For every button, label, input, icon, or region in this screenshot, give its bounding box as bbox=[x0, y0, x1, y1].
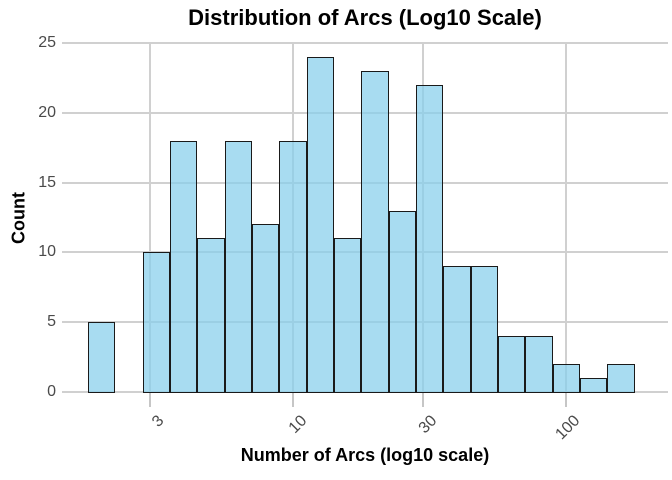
x-tick-mark bbox=[291, 393, 294, 407]
histogram-bar bbox=[279, 140, 307, 394]
histogram-bar bbox=[197, 238, 225, 394]
histogram-bar bbox=[607, 364, 635, 394]
x-tick-mark bbox=[422, 393, 425, 407]
histogram-bar bbox=[525, 336, 553, 394]
y-axis-title: Count bbox=[8, 192, 29, 244]
y-tick-label: 20 bbox=[38, 103, 56, 121]
y-tick-label: 15 bbox=[38, 173, 56, 191]
histogram-bar bbox=[552, 364, 580, 394]
y-tick-label: 0 bbox=[47, 383, 56, 400]
chart-title: Distribution of Arcs (Log10 Scale) bbox=[188, 5, 542, 30]
histogram-bar bbox=[224, 140, 252, 394]
histogram-bar bbox=[333, 238, 362, 394]
x-tick-mark bbox=[565, 393, 568, 407]
v-gridline bbox=[149, 43, 151, 392]
histogram-bar bbox=[87, 322, 116, 394]
y-tick-label: 10 bbox=[38, 243, 56, 261]
histogram-bar bbox=[361, 70, 389, 394]
histogram-bar bbox=[443, 266, 471, 394]
histogram-bar bbox=[470, 266, 498, 394]
histogram-bar bbox=[388, 210, 416, 394]
x-axis-title: Number of Arcs (log10 scale) bbox=[240, 445, 490, 465]
y-tick-label: 25 bbox=[38, 34, 56, 51]
histogram-bar bbox=[415, 84, 444, 394]
histogram-bar bbox=[142, 252, 170, 394]
y-tick-label: 5 bbox=[47, 313, 56, 331]
histogram-bar bbox=[306, 56, 334, 394]
histogram-bar bbox=[251, 224, 280, 394]
histogram-bar bbox=[580, 378, 608, 394]
v-gridline bbox=[565, 43, 568, 392]
x-tick-mark bbox=[149, 393, 151, 407]
histogram-bar bbox=[169, 140, 198, 394]
histogram-bar bbox=[498, 336, 526, 394]
h-gridline bbox=[62, 42, 668, 44]
